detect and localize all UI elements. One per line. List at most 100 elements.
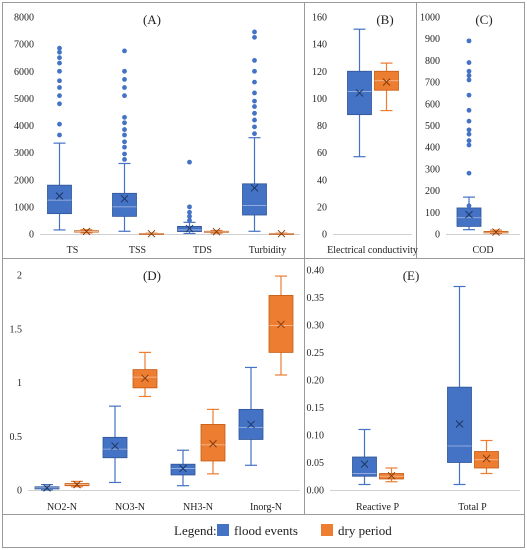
outlier-point	[122, 114, 127, 120]
outlier-point	[57, 68, 62, 74]
outlier-point	[466, 131, 472, 137]
outlier-point	[252, 110, 257, 116]
y-tick-label: 0	[17, 486, 22, 497]
outlier-point	[187, 204, 192, 210]
outlier-point	[466, 38, 472, 44]
outlier-point	[252, 90, 257, 96]
mean-marker	[355, 89, 364, 97]
mean-marker	[43, 483, 51, 492]
outlier-point	[466, 127, 472, 133]
dry-box-reactive-p	[379, 467, 404, 483]
panel-c-title: (C)	[475, 12, 492, 27]
y-tick-label: 80	[317, 121, 327, 132]
panel-d-title: (D)	[143, 268, 161, 283]
dry-box-tss	[139, 229, 164, 238]
flood-box-ts	[47, 45, 72, 231]
category-label: COD	[472, 245, 493, 256]
outlier-point	[57, 121, 62, 127]
panel-e-frame	[304, 258, 525, 515]
mean-marker	[212, 227, 221, 236]
box-iqr	[112, 192, 137, 217]
mean-marker	[111, 442, 119, 450]
y-tick-label: 40	[317, 175, 327, 186]
y-tick-label: 20	[317, 202, 327, 213]
mean-marker	[209, 439, 217, 448]
panel-d: (D) 0 0.5 1 1.5 2 NO2-N NO3-N NH3-N Inorg-N	[10, 268, 300, 513]
box-iqr	[200, 424, 226, 462]
outlier-point	[122, 76, 127, 82]
y-tick-label: 8000	[14, 13, 34, 24]
y-tick-label: 1000	[420, 13, 440, 24]
outlier-point	[187, 209, 192, 215]
y-tick-label: 3000	[14, 148, 34, 159]
box-iqr	[102, 436, 128, 459]
category-label: TSS	[129, 245, 146, 256]
mean-marker	[147, 229, 156, 238]
y-tick-label: 7000	[14, 40, 34, 51]
dry-box-electrical-conductivity	[374, 62, 399, 112]
outlier-point	[57, 85, 62, 90]
dry-box-turbidity	[269, 229, 294, 238]
y-tick-label: 0.30	[307, 321, 325, 332]
outlier-point	[122, 85, 127, 90]
mean-marker	[482, 454, 491, 463]
outlier-point	[57, 55, 62, 61]
mean-marker	[120, 194, 129, 203]
outlier-point	[466, 68, 472, 74]
category-label: Total P	[458, 502, 487, 513]
flood-box-cod	[456, 38, 482, 231]
panel-b-title: (B)	[376, 12, 393, 27]
y-tick-label: 5000	[14, 94, 34, 105]
outlier-point	[57, 45, 62, 51]
category-label: NO2-N	[47, 502, 77, 513]
y-tick-label: 0.40	[307, 266, 325, 277]
flood-box-tss	[112, 48, 137, 232]
y-tick-label: 120	[312, 67, 327, 78]
outlier-point	[252, 68, 257, 74]
y-tick-label: 100	[425, 208, 440, 219]
flood-box-inorg-n	[238, 366, 264, 466]
dry-box-ts	[74, 227, 99, 236]
y-tick-label: 160	[312, 13, 327, 24]
flood-box-turbidity	[242, 29, 267, 232]
outlier-point	[252, 124, 257, 130]
outlier-point	[57, 49, 62, 55]
category-label: Turbidity	[249, 245, 286, 256]
outlier-point	[252, 34, 257, 40]
mean-marker	[360, 460, 369, 469]
y-tick-label: 140	[312, 40, 327, 51]
outlier-point	[252, 98, 257, 104]
outlier-point	[466, 203, 472, 209]
y-tick-label: 0	[322, 230, 327, 241]
y-tick-label: 0.25	[307, 348, 325, 359]
outlier-point	[252, 29, 257, 35]
box-iqr	[242, 183, 267, 216]
y-tick-label: 0.20	[307, 376, 325, 387]
y-tick-label: 2	[17, 271, 22, 282]
y-tick-label: 100	[312, 94, 327, 105]
mean-marker	[55, 192, 64, 200]
category-label: NO3-N	[115, 502, 145, 513]
dry-box-no3-n	[132, 351, 158, 398]
mean-marker	[387, 471, 396, 480]
mean-marker	[455, 420, 464, 428]
panel-b: (B) 0 20 40 60 80 100 120 140 160 Electrical condu…	[312, 12, 418, 256]
dry-box-total-p	[474, 439, 499, 475]
y-tick-label: 0.15	[307, 403, 325, 414]
outlier-point	[252, 79, 257, 85]
outlier-point	[187, 213, 192, 219]
mean-marker	[277, 320, 285, 329]
outlier-point	[466, 60, 472, 65]
outlier-point	[466, 73, 472, 78]
mean-marker	[465, 210, 473, 219]
outlier-point	[122, 93, 127, 99]
mean-marker	[82, 227, 91, 236]
mean-marker	[250, 184, 259, 192]
mean-marker	[73, 480, 81, 489]
outlier-point	[187, 159, 192, 165]
y-tick-label: 1	[17, 378, 22, 389]
panel-a-title: (A)	[143, 12, 161, 27]
category-label: Electrical conductivity	[327, 245, 418, 256]
y-tick-label: 800	[425, 56, 440, 67]
